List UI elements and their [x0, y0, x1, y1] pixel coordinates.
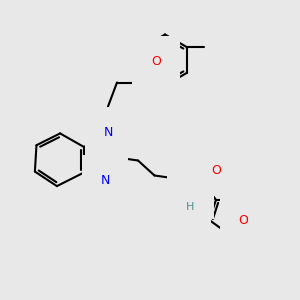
Text: O: O: [211, 164, 221, 178]
Text: N: N: [103, 125, 113, 139]
Text: H: H: [186, 202, 195, 212]
Text: N: N: [100, 173, 110, 187]
Text: O: O: [239, 214, 249, 226]
Text: N: N: [186, 187, 195, 200]
Text: O: O: [151, 55, 161, 68]
